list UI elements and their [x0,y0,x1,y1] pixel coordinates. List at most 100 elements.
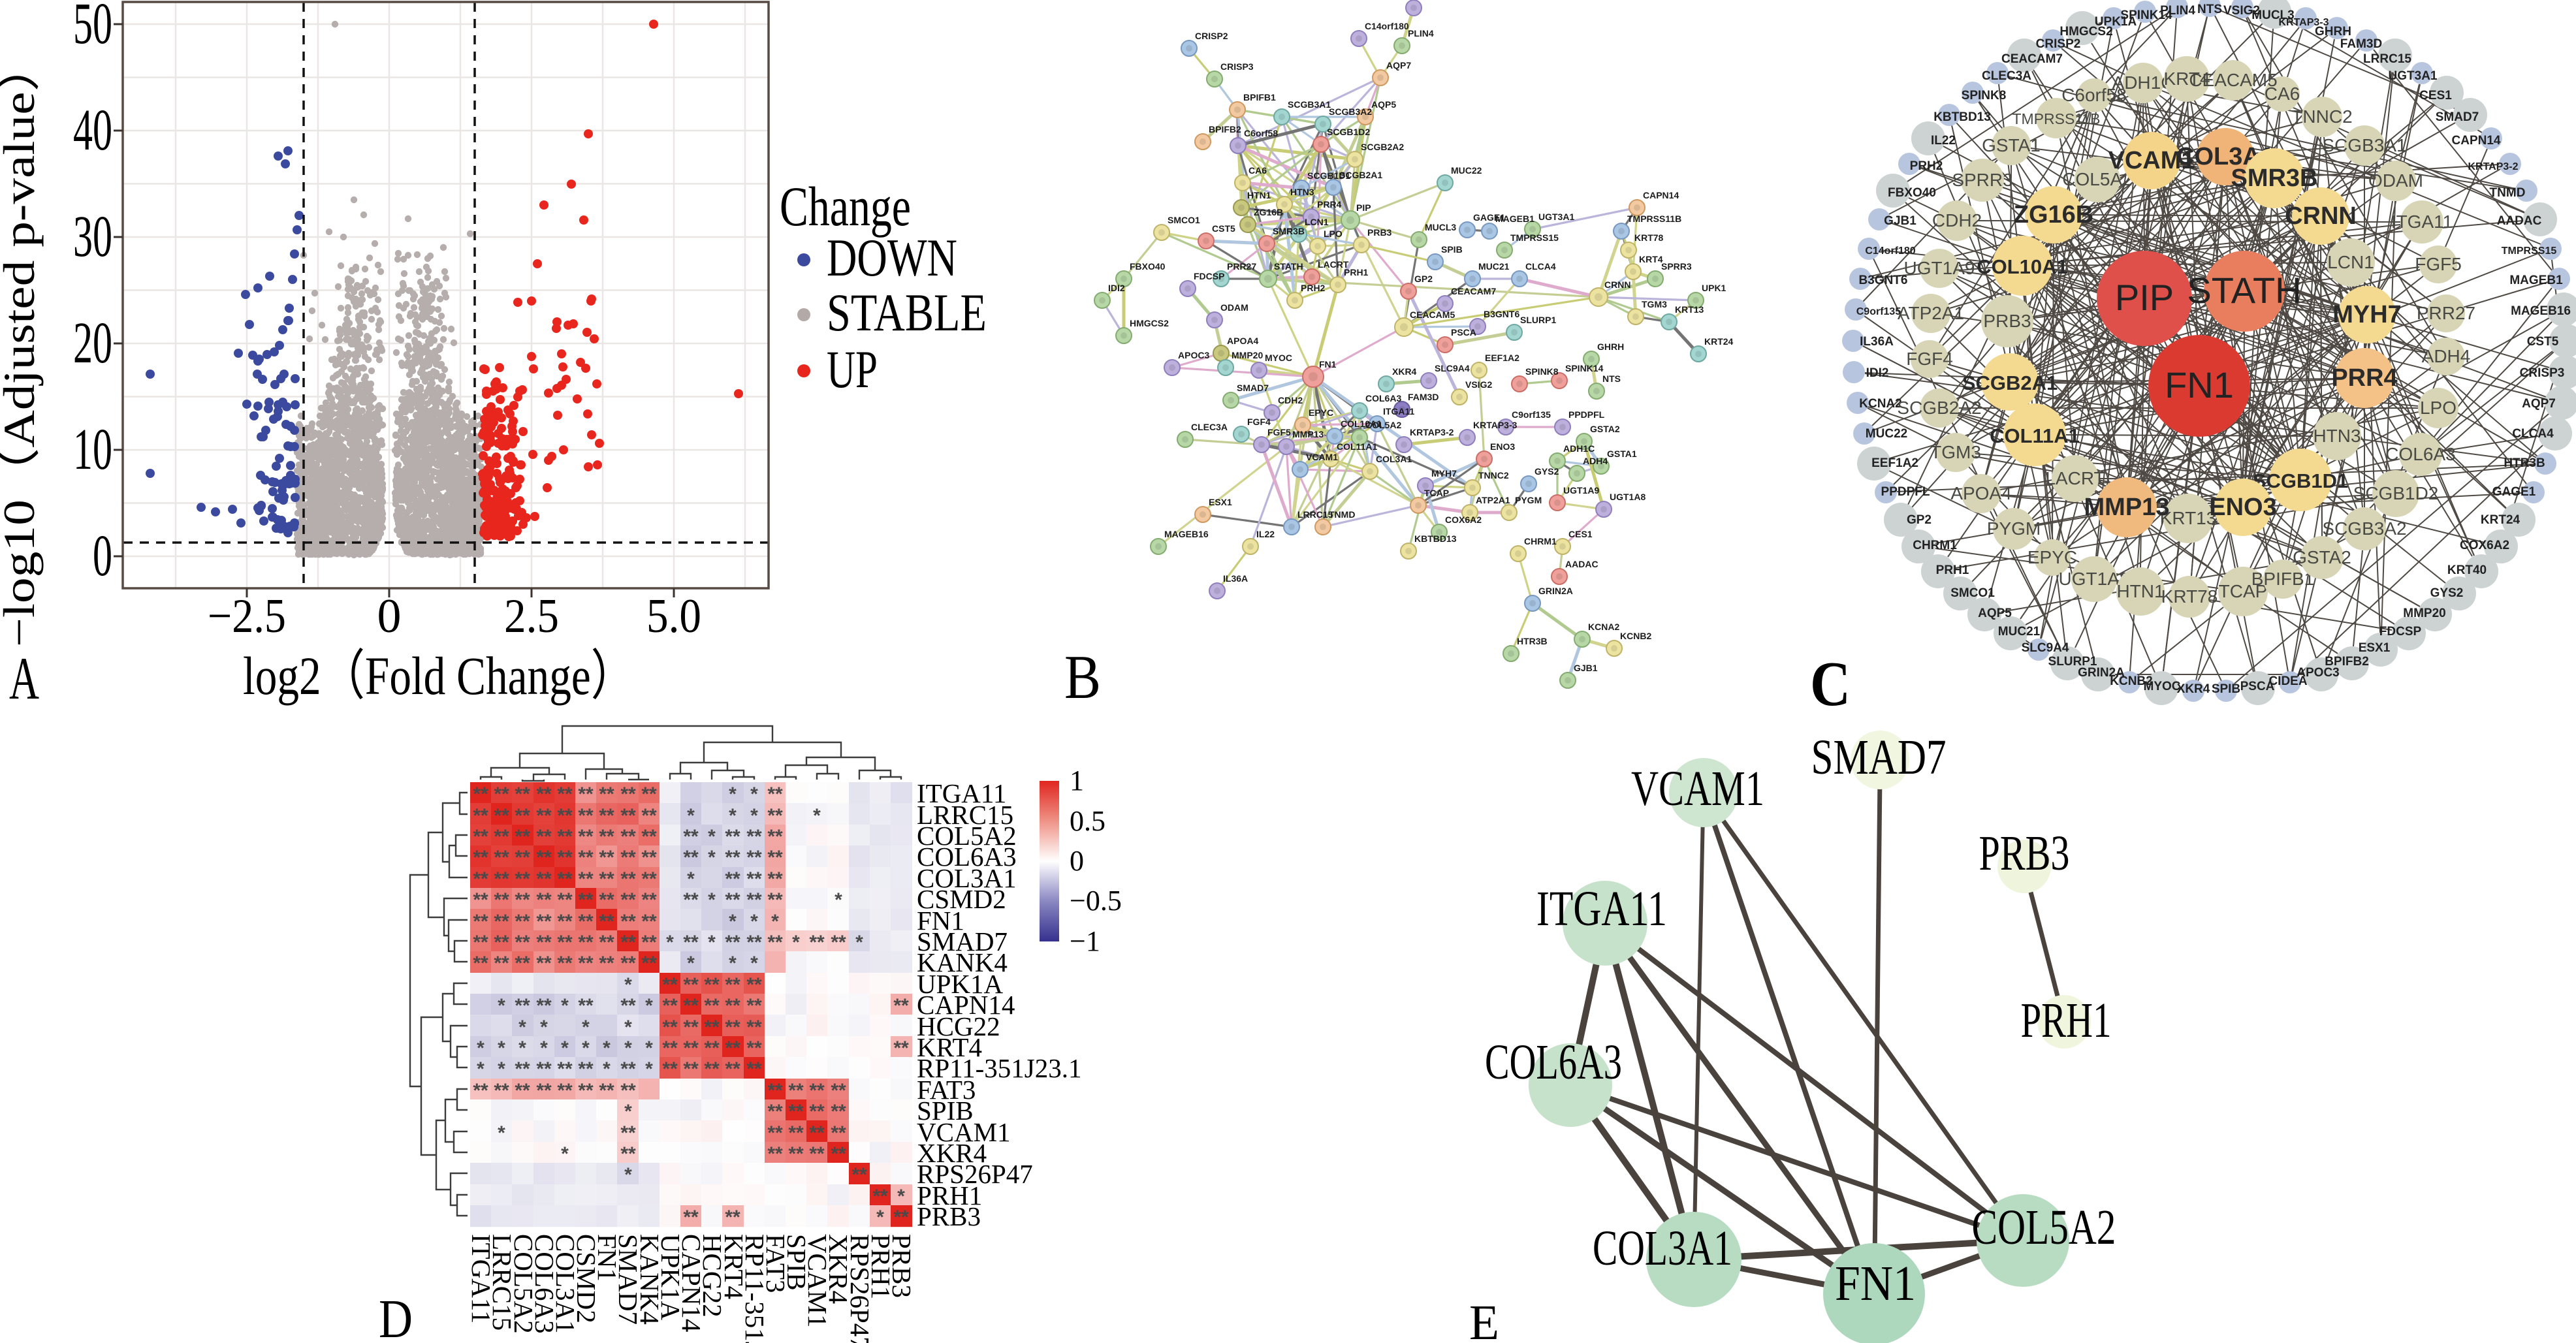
svg-text:ADH4: ADH4 [1583,456,1608,466]
svg-text:0: 0 [93,524,112,588]
svg-text:CRISP2: CRISP2 [1195,31,1228,41]
svg-text:SCGB1D2: SCGB1D2 [1327,127,1370,137]
svg-text:PRR4: PRR4 [1317,199,1342,210]
svg-text:GSTA1: GSTA1 [1607,449,1637,459]
svg-text:ODAM: ODAM [1220,302,1248,313]
svg-text:CDH2: CDH2 [1278,395,1303,405]
svg-text:PRH1: PRH1 [1344,267,1369,277]
svg-text:SMCO1: SMCO1 [1168,215,1200,225]
svg-text:ITGA11: ITGA11 [1383,406,1414,417]
svg-text:SCGB3A1: SCGB3A1 [1288,99,1331,110]
svg-text:GYS2: GYS2 [1534,466,1559,477]
svg-text:C14orf180: C14orf180 [1365,21,1409,31]
svg-text:A: A [9,645,39,712]
svg-text:PRR27: PRR27 [1227,261,1256,272]
svg-text:COL6A3: COL6A3 [1365,393,1401,403]
svg-text:PIP: PIP [1356,202,1371,213]
svg-text:CLEC3A: CLEC3A [1191,422,1228,432]
svg-text:30: 30 [73,204,112,269]
svg-text:SCGB2A1: SCGB2A1 [1339,170,1382,180]
svg-text:FGF5: FGF5 [1267,427,1291,437]
svg-text:KRTAP3-3: KRTAP3-3 [1473,420,1518,430]
svg-text:UPK1: UPK1 [1702,283,1726,293]
svg-text:FAM3D: FAM3D [1408,392,1439,402]
svg-text:SCGB3A2: SCGB3A2 [1329,106,1372,117]
svg-text:CIDEA: CIDEA [1420,0,1448,1]
svg-text:SPINK8: SPINK8 [1525,366,1559,377]
svg-text:STATH: STATH [1274,261,1303,272]
svg-text:BPIFB2: BPIFB2 [1209,124,1241,134]
svg-text:SLC9A4: SLC9A4 [1435,363,1470,373]
svg-text:40: 40 [73,98,112,163]
svg-text:KRTAP3-2: KRTAP3-2 [1410,427,1454,437]
svg-text:2.5: 2.5 [504,590,559,643]
svg-text:TNNC2: TNNC2 [1478,470,1509,481]
svg-text:CEACAM7: CEACAM7 [1451,286,1496,296]
svg-text:SPINK14: SPINK14 [1565,363,1604,373]
svg-text:HTN3: HTN3 [1290,187,1314,197]
svg-text:DOWN: DOWN [827,228,957,287]
svg-text:EPYC: EPYC [1309,407,1333,418]
svg-text:C9orf135: C9orf135 [1512,409,1551,420]
svg-text:APOC3: APOC3 [1178,350,1209,360]
svg-text:LPO: LPO [1324,229,1343,239]
svg-text:IDI2: IDI2 [1108,283,1125,293]
svg-text:HTN1: HTN1 [1247,190,1271,200]
svg-text:10: 10 [73,417,112,482]
svg-text:PRB3: PRB3 [1367,227,1392,238]
svg-text:B3GNT6: B3GNT6 [1484,309,1519,319]
svg-text:BPIFB1: BPIFB1 [1243,92,1276,103]
svg-text:MAGEB1: MAGEB1 [1495,213,1534,224]
svg-text:XKR4: XKR4 [1392,366,1417,377]
svg-text:TGM3: TGM3 [1642,299,1667,309]
svg-text:UGT3A1: UGT3A1 [1538,212,1574,222]
svg-text:KRT4: KRT4 [1639,254,1663,264]
svg-text:KRT78: KRT78 [1634,232,1664,243]
svg-text:PSCA: PSCA [1451,327,1476,338]
svg-text:TMPRSS15: TMPRSS15 [1510,232,1559,243]
svg-text:SPRR3: SPRR3 [1661,261,1692,272]
svg-text:SMAD7: SMAD7 [1237,383,1269,393]
svg-text:FDCSP: FDCSP [1194,271,1224,281]
svg-text:GSTA2: GSTA2 [1590,424,1620,434]
svg-text:CLCA4: CLCA4 [1525,261,1556,272]
svg-text:MUC22: MUC22 [1451,165,1482,176]
svg-text:C6orf58: C6orf58 [1244,128,1278,138]
svg-text:CEACAM5: CEACAM5 [1410,309,1455,320]
svg-text:UP: UP [827,340,878,399]
svg-text:COL5A2: COL5A2 [1365,420,1401,430]
svg-text:VCAM1: VCAM1 [1306,452,1338,462]
svg-text:KRT24: KRT24 [1704,336,1734,347]
svg-text:ENO3: ENO3 [1490,441,1515,452]
svg-text:50: 50 [73,0,112,56]
svg-text:GHRH: GHRH [1597,341,1624,352]
svg-text:STABLE: STABLE [827,283,987,342]
svg-text:VSIG2: VSIG2 [1465,379,1492,390]
svg-text:SPIB: SPIB [1441,244,1463,255]
svg-text:COL11A1: COL11A1 [1337,441,1377,452]
svg-text:−log10（Adjusted p-value）: −log10（Adjusted p-value） [0,40,44,647]
svg-text:MUCL3: MUCL3 [1425,222,1456,232]
svg-text:FN1: FN1 [1319,359,1337,370]
svg-text:CA6: CA6 [1248,165,1267,176]
svg-text:AQP5: AQP5 [1371,99,1396,110]
svg-text:CRISP3: CRISP3 [1220,61,1254,72]
svg-text:SLURP1: SLURP1 [1520,315,1556,325]
svg-text:PPDPFL: PPDPFL [1568,409,1605,420]
svg-text:MYH7: MYH7 [1431,468,1457,479]
svg-text:−2.5: −2.5 [208,590,286,643]
svg-text:MMP13: MMP13 [1292,429,1324,439]
svg-text:HMGCS2: HMGCS2 [1130,318,1169,328]
svg-text:CRNN: CRNN [1604,279,1630,290]
svg-text:SCGB2A2: SCGB2A2 [1361,142,1404,152]
svg-text:NTS: NTS [1602,373,1621,384]
svg-text:ZG16B: ZG16B [1254,207,1283,217]
svg-text:log2（Fold Change）: log2（Fold Change） [243,646,635,706]
svg-text:KRT13: KRT13 [1675,304,1704,315]
svg-text:MUC21: MUC21 [1478,261,1510,272]
svg-text:FBXO40: FBXO40 [1130,261,1166,272]
svg-text:ADH1C: ADH1C [1563,443,1595,454]
svg-text:20: 20 [73,311,112,375]
svg-text:TMPRSS11B: TMPRSS11B [1627,213,1681,224]
svg-text:MMP20: MMP20 [1232,350,1263,360]
